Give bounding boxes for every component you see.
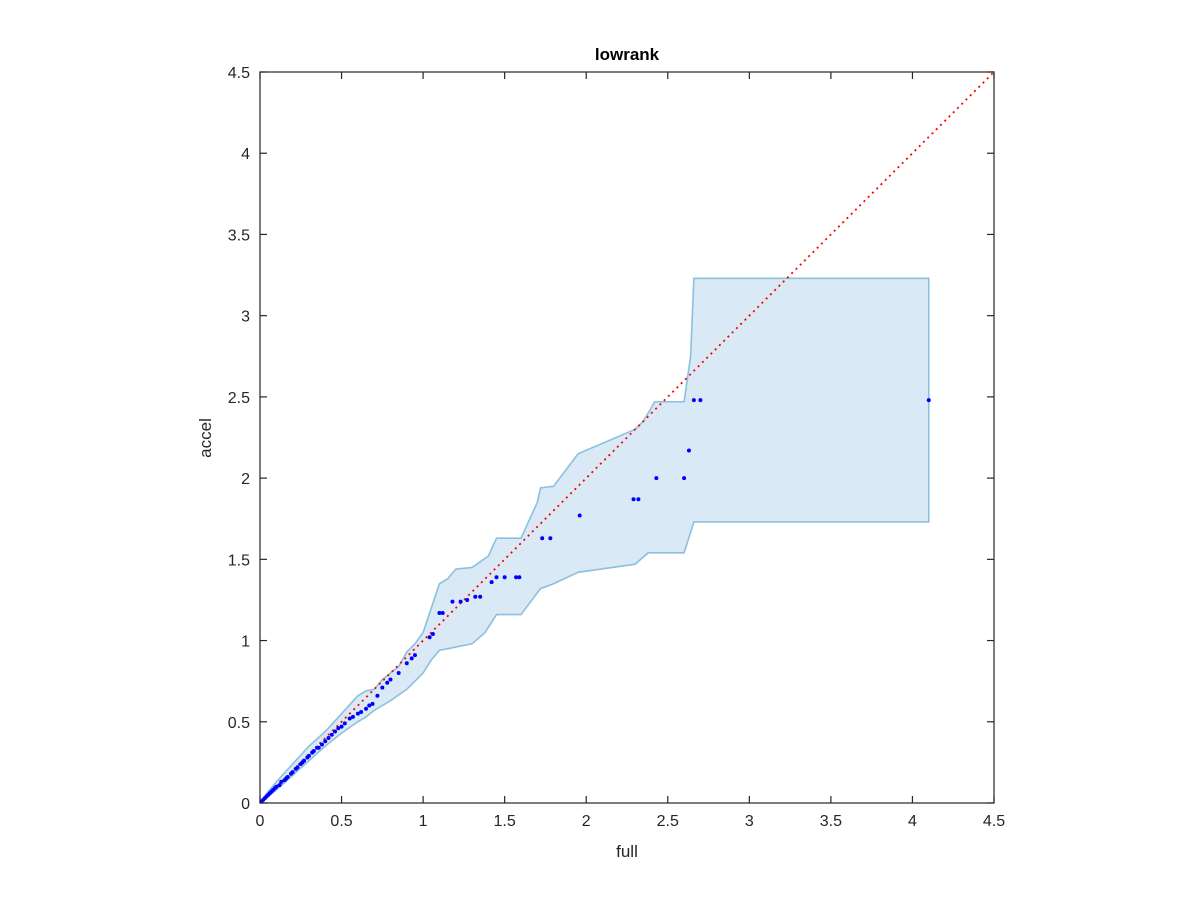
data-point xyxy=(473,594,478,599)
y-axis-label: accel xyxy=(196,418,215,458)
chart-title: lowrank xyxy=(595,45,660,64)
data-point xyxy=(367,703,372,708)
data-point xyxy=(370,701,375,706)
data-point xyxy=(465,597,470,602)
plot-axes xyxy=(259,71,995,804)
y-tick-label: 1.5 xyxy=(228,552,250,569)
y-tick-label: 4.5 xyxy=(228,65,250,82)
data-point xyxy=(540,536,545,541)
data-point xyxy=(517,575,522,580)
data-point xyxy=(502,575,507,580)
data-point xyxy=(654,476,659,481)
axes-box xyxy=(259,71,995,804)
data-point xyxy=(489,580,494,585)
data-point xyxy=(277,783,282,788)
data-point xyxy=(290,770,295,775)
x-tick-label: 0 xyxy=(256,813,265,830)
data-point xyxy=(295,765,300,770)
x-tick-label: 1 xyxy=(419,813,428,830)
data-point xyxy=(631,497,636,502)
data-point xyxy=(364,706,369,711)
y-tick-label: 1 xyxy=(241,634,250,651)
y-tick-label: 2 xyxy=(241,471,250,488)
y-tick-label: 2.5 xyxy=(228,390,250,407)
data-point xyxy=(279,779,284,784)
data-point xyxy=(316,745,321,750)
data-point xyxy=(329,732,334,737)
data-point xyxy=(311,749,316,754)
reference-line xyxy=(259,71,995,804)
data-point xyxy=(326,736,331,741)
data-point xyxy=(691,398,696,403)
data-point xyxy=(682,476,687,481)
data-point xyxy=(285,775,290,780)
x-tick-label: 2.5 xyxy=(657,813,679,830)
x-tick-label: 3 xyxy=(745,813,754,830)
y-tick-label: 0.5 xyxy=(228,715,250,732)
data-point xyxy=(440,610,445,615)
reference-line-layer xyxy=(259,71,995,804)
data-point xyxy=(339,724,344,729)
data-point xyxy=(698,398,703,403)
data-points xyxy=(259,398,931,804)
data-point xyxy=(427,635,432,640)
data-point xyxy=(686,448,691,453)
data-point xyxy=(359,710,364,715)
data-point xyxy=(409,656,414,661)
data-point xyxy=(347,716,352,721)
data-point xyxy=(319,742,324,747)
data-point xyxy=(430,632,435,637)
data-point xyxy=(404,661,409,666)
data-point xyxy=(494,575,499,580)
data-point xyxy=(388,677,393,682)
x-tick-label: 1.5 xyxy=(494,813,516,830)
data-point xyxy=(342,721,347,726)
data-point xyxy=(926,398,931,403)
x-tick-label: 2 xyxy=(582,813,591,830)
data-point xyxy=(323,739,328,744)
x-tick-label: 4 xyxy=(908,813,917,830)
data-point xyxy=(380,685,385,690)
data-point xyxy=(274,784,279,789)
data-point xyxy=(336,726,341,731)
data-point xyxy=(437,610,442,615)
x-axis-label: full xyxy=(616,842,638,861)
x-tick-label: 4.5 xyxy=(983,813,1005,830)
x-tick-label: 0.5 xyxy=(330,813,352,830)
y-tick-label: 3 xyxy=(241,309,250,326)
data-point xyxy=(514,575,519,580)
data-point xyxy=(577,513,582,518)
data-point xyxy=(548,536,553,541)
data-point xyxy=(636,497,641,502)
data-point xyxy=(350,714,355,719)
y-tick-label: 0 xyxy=(241,796,250,813)
data-point xyxy=(385,680,390,685)
data-point xyxy=(375,693,380,698)
data-point xyxy=(412,653,417,658)
data-point xyxy=(355,711,360,716)
data-point xyxy=(450,599,455,604)
x-axis-ticks: 0 0.5 1 1.5 2 2.5 3 3.5 4 4.5 xyxy=(256,72,1005,830)
y-tick-label: 4 xyxy=(241,146,250,163)
data-point xyxy=(333,729,338,734)
data-point xyxy=(396,671,401,676)
y-axis-ticks: 0 0.5 1 1.5 2 2.5 3 3.5 4 4.5 xyxy=(228,65,994,813)
band-area xyxy=(259,277,930,804)
y-tick-label: 3.5 xyxy=(228,227,250,244)
data-point xyxy=(306,753,311,758)
x-tick-label: 3.5 xyxy=(820,813,842,830)
confidence-band xyxy=(259,277,930,804)
data-point xyxy=(302,758,307,763)
data-point xyxy=(478,594,483,599)
data-point xyxy=(458,599,463,604)
